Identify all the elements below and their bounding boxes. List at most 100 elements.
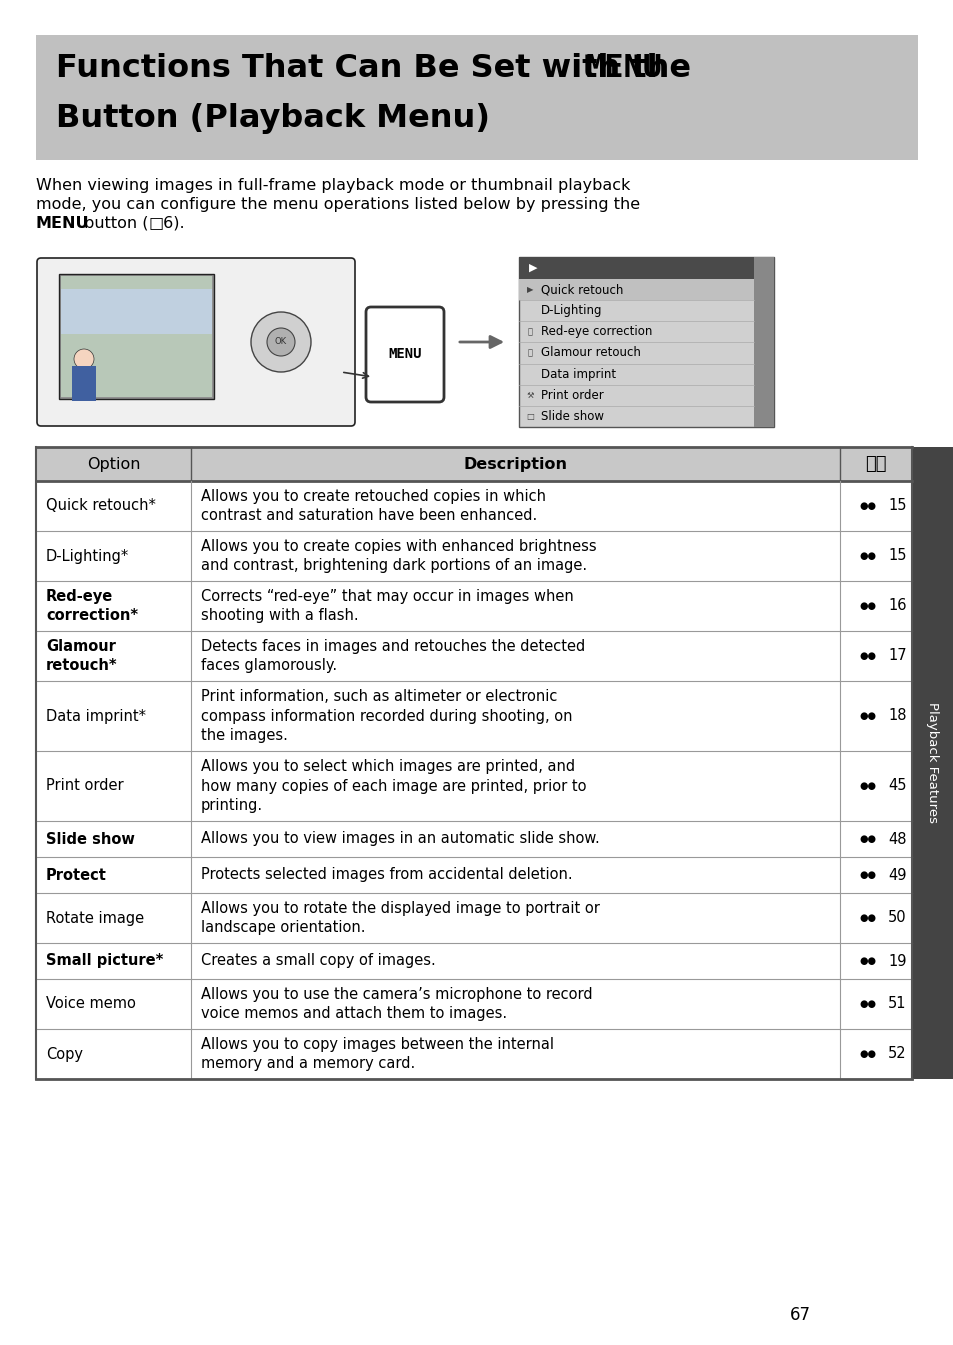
Text: Slide show: Slide show (46, 831, 134, 846)
Circle shape (251, 312, 311, 373)
Text: Allows you to view images in an automatic slide show.: Allows you to view images in an automati… (201, 831, 599, 846)
Text: Option: Option (87, 456, 140, 472)
Text: Small picture*: Small picture* (46, 954, 163, 968)
Text: Allows you to rotate the displayed image to portrait or
landscape orientation.: Allows you to rotate the displayed image… (201, 901, 599, 935)
Text: D-Lighting: D-Lighting (540, 304, 602, 317)
Bar (36, 581, 911, 631)
Text: Allows you to create copies with enhanced brightness
and contrast, brightening d: Allows you to create copies with enhance… (201, 538, 596, 573)
Text: Slide show: Slide show (540, 410, 603, 422)
Text: ▶: ▶ (529, 264, 537, 273)
Bar (36, 631, 911, 681)
Bar (36, 447, 911, 482)
Text: MENU: MENU (585, 52, 662, 83)
Text: Protects selected images from accidental deletion.: Protects selected images from accidental… (201, 868, 572, 882)
Text: When viewing images in full-frame playback mode or thumbnail playback: When viewing images in full-frame playba… (36, 178, 630, 192)
Circle shape (267, 328, 294, 356)
Text: ⚒: ⚒ (526, 391, 533, 399)
Text: □: □ (525, 412, 534, 421)
Text: Red-eye correction: Red-eye correction (540, 325, 652, 339)
Text: Allows you to copy images between the internal
memory and a memory card.: Allows you to copy images between the in… (201, 1037, 554, 1072)
Text: Detects faces in images and retouches the detected
faces glamorously.: Detects faces in images and retouches th… (201, 639, 584, 674)
Text: 19: 19 (887, 954, 905, 968)
Bar (36, 893, 911, 943)
Bar (36, 820, 911, 857)
Text: 45: 45 (887, 779, 905, 794)
Text: ●●: ●● (859, 870, 876, 880)
Text: ●●: ●● (859, 500, 876, 511)
Text: ●●: ●● (859, 913, 876, 923)
Bar (59, 274, 213, 399)
Text: ●●: ●● (859, 1049, 876, 1059)
Bar (753, 257, 773, 426)
Text: 18: 18 (887, 709, 905, 724)
Text: ●●: ●● (859, 551, 876, 561)
Text: Data imprint*: Data imprint* (46, 709, 146, 724)
Text: Corrects “red-eye” that may occur in images when
shooting with a flash.: Corrects “red-eye” that may occur in ima… (201, 589, 573, 623)
Text: Protect: Protect (46, 868, 107, 882)
Text: Allows you to create retouched copies in which
contrast and saturation have been: Allows you to create retouched copies in… (201, 488, 545, 523)
Text: ●●: ●● (859, 834, 876, 845)
Bar (518, 278, 753, 300)
Text: mode, you can configure the menu operations listed below by pressing the: mode, you can configure the menu operati… (36, 196, 639, 213)
Text: 51: 51 (887, 997, 905, 1011)
Text: button (: button ( (79, 217, 149, 231)
Text: 15: 15 (887, 499, 905, 514)
Text: ●●: ●● (859, 601, 876, 611)
Text: ▶: ▶ (526, 285, 533, 295)
Text: Allows you to select which images are printed, and
how many copies of each image: Allows you to select which images are pr… (201, 759, 586, 814)
Text: Quick retouch*: Quick retouch* (46, 499, 155, 514)
Bar (911, 447, 953, 1079)
Text: Playback Features: Playback Features (925, 702, 939, 823)
Text: ⦿: ⦿ (527, 327, 532, 336)
Bar (36, 751, 911, 820)
Bar (36, 979, 911, 1029)
Text: 16: 16 (887, 599, 905, 613)
Text: Glamour
retouch*: Glamour retouch* (46, 639, 117, 674)
Bar (36, 531, 911, 581)
Text: ●●: ●● (859, 651, 876, 660)
Text: 48: 48 (887, 831, 905, 846)
Bar (518, 257, 773, 426)
Circle shape (74, 348, 94, 369)
Text: Rotate image: Rotate image (46, 911, 144, 925)
Text: Voice memo: Voice memo (46, 997, 135, 1011)
Text: ●●: ●● (859, 712, 876, 721)
Text: MENU: MENU (36, 217, 90, 231)
Text: □6).: □6). (149, 217, 186, 231)
Text: ⦿: ⦿ (527, 348, 532, 358)
Text: Print order: Print order (46, 779, 124, 794)
Bar (36, 857, 911, 893)
FancyBboxPatch shape (366, 307, 443, 402)
Text: 67: 67 (789, 1306, 810, 1323)
Text: 17: 17 (887, 648, 905, 663)
Text: Data imprint: Data imprint (540, 367, 616, 381)
Bar (518, 257, 773, 278)
Text: Print information, such as altimeter or electronic
compass information recorded : Print information, such as altimeter or … (201, 689, 572, 744)
Text: Creates a small copy of images.: Creates a small copy of images. (201, 954, 436, 968)
Text: Red-eye
correction*: Red-eye correction* (46, 589, 138, 623)
Bar (36, 482, 911, 531)
Text: Allows you to use the camera’s microphone to record
voice memos and attach them : Allows you to use the camera’s microphon… (201, 987, 592, 1021)
Text: 52: 52 (887, 1046, 905, 1061)
Text: 15: 15 (887, 549, 905, 564)
Text: ●●: ●● (859, 999, 876, 1009)
Text: ●●: ●● (859, 956, 876, 966)
Bar (36, 1029, 911, 1079)
Text: Quick retouch: Quick retouch (540, 282, 622, 296)
FancyBboxPatch shape (37, 258, 355, 426)
Text: MENU: MENU (388, 347, 421, 362)
Text: Print order: Print order (540, 389, 603, 402)
Bar (61, 289, 212, 334)
Text: 49: 49 (887, 868, 905, 882)
Bar (36, 35, 917, 160)
Bar (61, 276, 212, 397)
Bar (36, 681, 911, 751)
Text: D-Lighting*: D-Lighting* (46, 549, 129, 564)
Text: 50: 50 (887, 911, 905, 925)
Text: ⧀⧀: ⧀⧀ (864, 455, 886, 473)
Bar (36, 943, 911, 979)
Text: OK: OK (274, 338, 287, 347)
Text: Copy: Copy (46, 1046, 83, 1061)
Text: ●●: ●● (859, 781, 876, 791)
Text: Functions That Can Be Set with the: Functions That Can Be Set with the (56, 52, 701, 83)
